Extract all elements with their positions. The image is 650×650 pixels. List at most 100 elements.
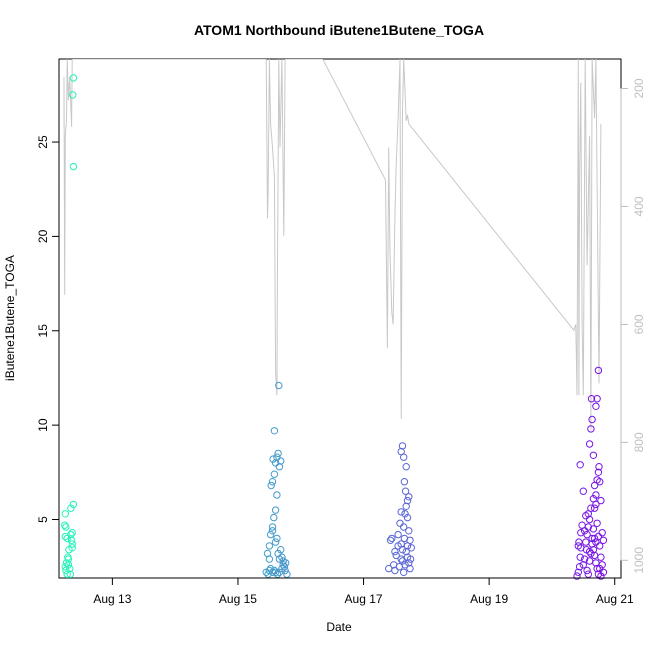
- data-point: [595, 463, 603, 471]
- data-point: [592, 491, 600, 499]
- data-point: [599, 536, 608, 544]
- y2-tick-label: 200: [632, 78, 646, 98]
- data-point: [589, 525, 598, 533]
- data-point: [406, 555, 415, 563]
- data-point: [267, 481, 275, 490]
- data-point: [576, 553, 584, 561]
- data-point: [394, 530, 402, 539]
- data-point: [66, 564, 74, 573]
- data-point: [391, 547, 399, 556]
- data-point: [68, 544, 76, 552]
- data-point: [268, 523, 277, 531]
- x-tick-label: Aug 19: [470, 592, 508, 606]
- data-point: [386, 536, 395, 544]
- data-point: [275, 555, 284, 563]
- data-point: [273, 491, 281, 499]
- data-point: [69, 74, 78, 82]
- data-point: [597, 553, 605, 561]
- y-tick-label: 20: [36, 229, 50, 243]
- data-point: [599, 568, 608, 576]
- y2-tick-label: 1000: [632, 547, 646, 574]
- data-point: [268, 478, 277, 486]
- data-point: [274, 549, 282, 558]
- data-point: [67, 504, 75, 512]
- data-point: [593, 395, 601, 403]
- y2-tick-label: 400: [632, 196, 646, 216]
- data-point: [398, 442, 407, 450]
- data-point: [405, 527, 413, 535]
- data-point: [574, 542, 582, 550]
- x-tick-label: Aug 13: [93, 592, 131, 606]
- data-point: [593, 519, 601, 527]
- data-point: [266, 564, 275, 573]
- y2-axis: 200 400 600 800 1000: [620, 78, 646, 574]
- data-point: [597, 572, 605, 580]
- chart-title: ATOM1 Northbound iButene1Butene_TOGA: [194, 22, 484, 38]
- data-point: [269, 455, 277, 463]
- data-point: [268, 527, 277, 535]
- data-point: [64, 561, 73, 569]
- data-point: [584, 570, 592, 578]
- plot-area: [58, 58, 622, 579]
- data-point: [275, 381, 283, 390]
- y2-tick-label: 600: [632, 314, 646, 334]
- data-point: [574, 568, 582, 576]
- data-point: [580, 555, 589, 563]
- data-point: [277, 457, 285, 465]
- data-point: [596, 564, 604, 573]
- data-point: [401, 510, 409, 518]
- data-point: [60, 521, 69, 529]
- data-point: [400, 453, 408, 461]
- altitude-line-layer: [63, 59, 602, 431]
- data-point: [592, 559, 600, 567]
- data-point: [61, 510, 70, 518]
- x-tick-label: Aug 21: [596, 592, 634, 606]
- y2-tick-label: 800: [632, 432, 646, 452]
- data-point: [400, 523, 408, 531]
- data-point: [579, 487, 587, 495]
- data-point: [596, 542, 604, 550]
- data-point: [63, 534, 71, 543]
- data-point: [265, 555, 274, 563]
- data-point: [585, 440, 594, 448]
- data-point: [280, 563, 289, 571]
- data-point: [587, 549, 595, 558]
- data-point: [590, 534, 599, 543]
- data-point: [405, 559, 413, 567]
- data-point: [271, 506, 280, 514]
- data-point: [406, 564, 414, 573]
- data-point: [277, 546, 285, 554]
- data-point: [64, 553, 72, 561]
- y-tick-label: 25: [36, 135, 50, 149]
- data-point: [585, 547, 594, 556]
- data-point: [283, 570, 291, 578]
- data-point: [584, 510, 592, 518]
- data-point: [597, 496, 605, 505]
- data-point: [391, 566, 399, 575]
- data-point: [388, 534, 396, 543]
- data-point: [402, 463, 410, 471]
- data-point: [598, 529, 606, 537]
- data-point: [573, 572, 581, 580]
- data-point: [405, 493, 413, 501]
- data-point: [582, 538, 590, 546]
- data-point: [587, 425, 595, 433]
- points-layer: [60, 74, 608, 580]
- data-point: [589, 451, 598, 459]
- data-point: [273, 570, 282, 578]
- x-tick-label: Aug 15: [219, 592, 257, 606]
- data-point: [592, 402, 600, 410]
- data-point: [273, 453, 281, 461]
- y-tick-label: 10: [36, 418, 50, 432]
- data-point: [401, 487, 410, 495]
- data-point: [590, 551, 599, 560]
- data-point: [592, 538, 600, 546]
- data-point: [589, 495, 598, 503]
- data-point: [596, 478, 604, 486]
- data-point: [281, 566, 289, 575]
- data-point: [589, 546, 598, 554]
- data-point: [588, 415, 596, 424]
- data-point: [67, 530, 75, 539]
- data-point: [69, 162, 78, 171]
